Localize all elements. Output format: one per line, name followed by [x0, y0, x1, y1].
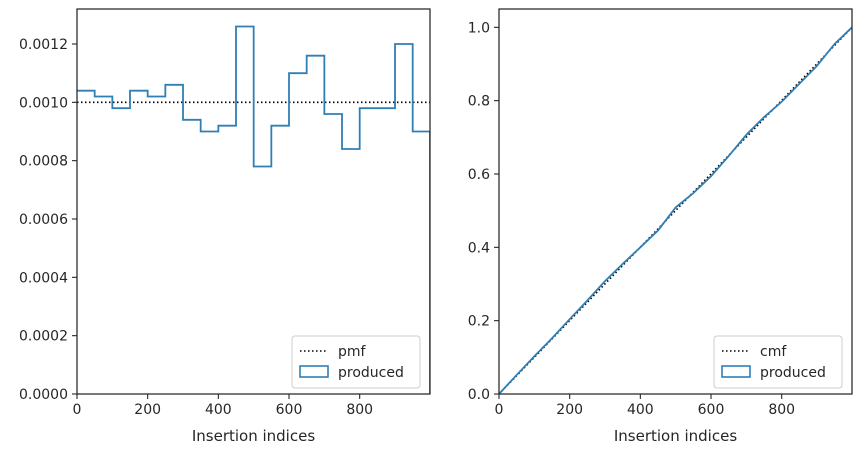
pmf-y-tick-label: 0.0012: [19, 37, 68, 53]
cmf-y-tick-label: 0.8: [468, 94, 490, 110]
pmf-axes-frame: [76, 8, 431, 395]
pmf-legend-label-produced: produced: [338, 365, 404, 381]
cmf-y-tick-label: 1.0: [468, 20, 490, 36]
cmf-x-axis: 0 200 400 600 800: [495, 394, 795, 418]
pmf-x-tick-label: 800: [346, 402, 373, 418]
cmf-x-tick-label: 800: [768, 402, 795, 418]
pmf-produced-step-line: [77, 25, 430, 394]
pmf-y-tick-label: 0.0002: [19, 329, 68, 345]
cmf-x-tick-label: 400: [627, 402, 654, 418]
pmf-legend-swatch-produced: [299, 365, 329, 378]
cmf-y-tick-label: 0.6: [468, 167, 490, 183]
pmf-x-axis: 0 200 400 600 800: [73, 394, 373, 418]
pmf-y-tick-label: 0.0004: [19, 270, 68, 286]
cmf-legend-label-produced: produced: [760, 365, 826, 381]
cmf-legend-swatch-produced: [721, 365, 751, 378]
cmf-y-axis: 0.0 0.2 0.4 0.6 0.8 1.0: [468, 20, 499, 403]
cmf-y-tick-label: 0.4: [468, 240, 490, 256]
cmf-x-tick-label: 200: [556, 402, 583, 418]
pmf-x-tick-label: 0: [73, 402, 82, 418]
pmf-x-tick-label: 200: [134, 402, 161, 418]
cmf-x-tick-label: 600: [698, 402, 725, 418]
pmf-legend: pmf produced: [291, 335, 421, 389]
pmf-y-tick-label: 0.0000: [19, 387, 68, 403]
cmf-produced-step-line: [499, 26, 852, 394]
pmf-x-axis-label: Insertion indices: [192, 427, 315, 445]
cmf-legend-box: [713, 335, 843, 389]
cmf-cumulative-chart: 0 200 400 600 800 0.0 0.2 0.4 0.6 0.8 1.0 Inserti…: [468, 8, 853, 445]
pmf-x-tick-label: 600: [276, 402, 303, 418]
pmf-histogram-chart: 0 200 400 600 800 0.00000.00020.00040.00060.…: [19, 8, 431, 445]
cmf-y-tick-label: 0.2: [468, 314, 490, 330]
pmf-plot-area: [76, 8, 431, 395]
cmf-x-tick-label: 0: [495, 402, 504, 418]
cmf-legend-label-ref: cmf: [760, 344, 787, 360]
cmf-x-axis-label: Insertion indices: [614, 427, 737, 445]
cmf-plot-area: [498, 8, 853, 395]
cmf-y-tick-label: 0.0: [468, 387, 490, 403]
pmf-y-tick-label: 0.0008: [19, 154, 68, 170]
pmf-y-tick-label: 0.0006: [19, 212, 68, 228]
pmf-legend-label-ref: pmf: [338, 344, 367, 360]
pmf-y-axis: 0.0000 0.0002 0.0004 0.0006 0.0008 0.0010 0.00…: [19, 37, 77, 403]
cmf-axes-frame: [498, 8, 853, 395]
pmf-y-tick-label: 0.0010: [19, 95, 68, 111]
pmf-legend-box: [291, 335, 421, 389]
pmf-x-tick-label: 400: [205, 402, 232, 418]
cmf-legend: cmf produced: [713, 335, 843, 389]
